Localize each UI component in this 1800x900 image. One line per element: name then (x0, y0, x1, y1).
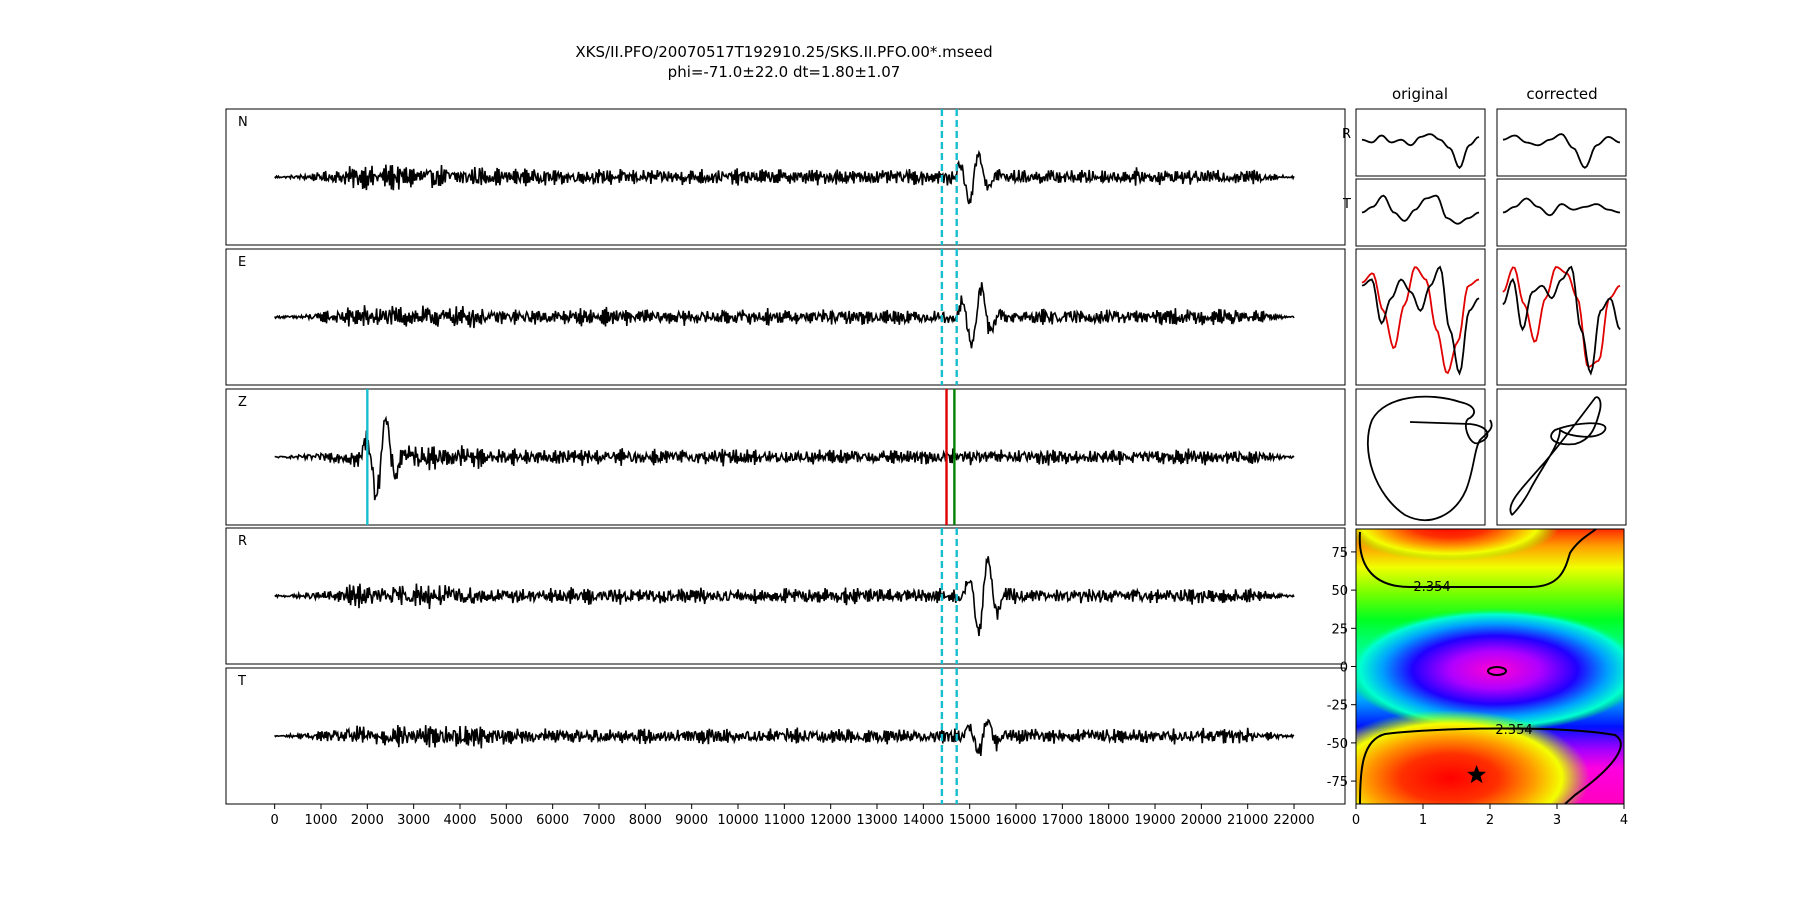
x-tick-label: 21000 (1227, 813, 1268, 828)
heatmap-y-tick-label: 75 (1331, 546, 1348, 561)
waveform-t (274, 718, 1295, 756)
comparison-panels: R T (1342, 108, 1627, 526)
heatmap-x-tick-label: 2 (1486, 813, 1494, 828)
x-tick-label: 1000 (304, 813, 337, 828)
original-panel-0 (1355, 108, 1486, 177)
x-tick-label: 18000 (1088, 813, 1129, 828)
contour-minimum (1487, 666, 1507, 676)
x-tick-label: 6000 (536, 813, 569, 828)
waveform-n (274, 149, 1295, 205)
x-tick-label: 13000 (856, 813, 897, 828)
heatmap-hot-region-top (1356, 529, 1560, 561)
corrected-r-trace (1502, 133, 1621, 169)
x-tick-label: 3000 (397, 813, 430, 828)
heatmap-axes: 0 1 2 3 4 75 50 25 0 -25 -50 -75 (1327, 546, 1628, 828)
trace-panels: N E Z R T (225, 108, 1346, 805)
x-tick-label: 11000 (764, 813, 805, 828)
original-particle-motion (1367, 395, 1493, 521)
x-tick-label: 17000 (1042, 813, 1083, 828)
corrected-t-trace (1502, 197, 1621, 217)
x-tick-label: 20000 (1181, 813, 1222, 828)
corrected-column-title: corrected (1526, 85, 1597, 103)
x-tick-label: 4000 (443, 813, 476, 828)
original-panel-2 (1355, 248, 1486, 386)
contour-line-upper (1358, 529, 1597, 588)
x-tick-label: 19000 (1134, 813, 1175, 828)
channel-label-z: Z (238, 395, 247, 410)
heatmap-x-tick-label: 3 (1553, 813, 1561, 828)
heatmap-y-tick-label: -25 (1327, 699, 1348, 714)
x-tick-label: 10000 (717, 813, 758, 828)
corrected-panel-0 (1496, 108, 1627, 177)
x-tick-label: 14000 (903, 813, 944, 828)
original-column-title: original (1392, 85, 1448, 103)
figure-subtitle: phi=-71.0±22.0 dt=1.80±1.07 (668, 63, 901, 81)
trace-x-axis: 0 1000 2000 3000 4000 5000 6000 7000 8000 9000 100… (271, 804, 1315, 828)
heatmap-x-tick-label: 1 (1419, 813, 1427, 828)
best-fit-star (1467, 765, 1487, 784)
waveform-z (274, 415, 1295, 501)
original-t-trace (1361, 194, 1480, 225)
original-panel-1 (1355, 178, 1486, 247)
row-label-r: R (1342, 127, 1351, 142)
heatmap-minimum-region (1356, 608, 1624, 732)
channel-label-n: N (238, 115, 248, 130)
heatmap-y-tick-label: 50 (1331, 584, 1348, 599)
heatmap-y-tick-label: 25 (1331, 622, 1348, 637)
corrected-panel-1 (1496, 178, 1627, 247)
x-tick-label: 9000 (675, 813, 708, 828)
contour-line-lower (1359, 727, 1622, 804)
heatmap-y-tick-label: -50 (1327, 737, 1348, 752)
channel-label-e: E (238, 255, 246, 270)
corrected-overlay-black (1502, 265, 1621, 376)
best-fit-star-marker (1467, 765, 1487, 784)
corrected-particle-motion (1509, 396, 1607, 516)
heatmap-hot-region-bottom (1356, 710, 1590, 804)
original-overlay-red (1361, 266, 1480, 375)
channel-label-r: R (238, 534, 247, 549)
heatmap-x-tick-label: 4 (1620, 813, 1628, 828)
corrected-panel-3 (1496, 388, 1627, 526)
x-tick-label: 2000 (351, 813, 384, 828)
original-panel-3 (1355, 388, 1486, 526)
figure-title: XKS/II.PFO/20070517T192910.25/SKS.II.PFO… (575, 43, 992, 61)
x-tick-label: 5000 (490, 813, 523, 828)
channel-label-t: T (237, 674, 246, 689)
heatmap-y-tick-label: -75 (1327, 775, 1348, 790)
row-label-t: T (1342, 197, 1351, 212)
corrected-overlay-red (1502, 266, 1621, 369)
x-tick-label: 8000 (629, 813, 662, 828)
heatmap-y-tick-label: 0 (1340, 661, 1348, 676)
x-tick-label: 12000 (810, 813, 851, 828)
x-tick-label: 0 (271, 813, 279, 828)
waveform-e (274, 282, 1295, 349)
contour-label-upper: 2.354 (1413, 580, 1450, 595)
original-r-trace (1361, 133, 1480, 170)
original-overlay-black (1361, 265, 1480, 376)
x-tick-label: 7000 (582, 813, 615, 828)
x-tick-label: 15000 (949, 813, 990, 828)
heatmap-x-tick-label: 0 (1352, 813, 1360, 828)
waveform-r (274, 556, 1295, 637)
x-tick-label: 16000 (995, 813, 1036, 828)
contour-label-lower: 2.354 (1495, 723, 1532, 738)
x-tick-label: 22000 (1273, 813, 1314, 828)
error-surface-heatmap: 2.354 2.354 0 1 2 3 4 75 50 25 0 -25 -50 -75 (1327, 528, 1628, 828)
